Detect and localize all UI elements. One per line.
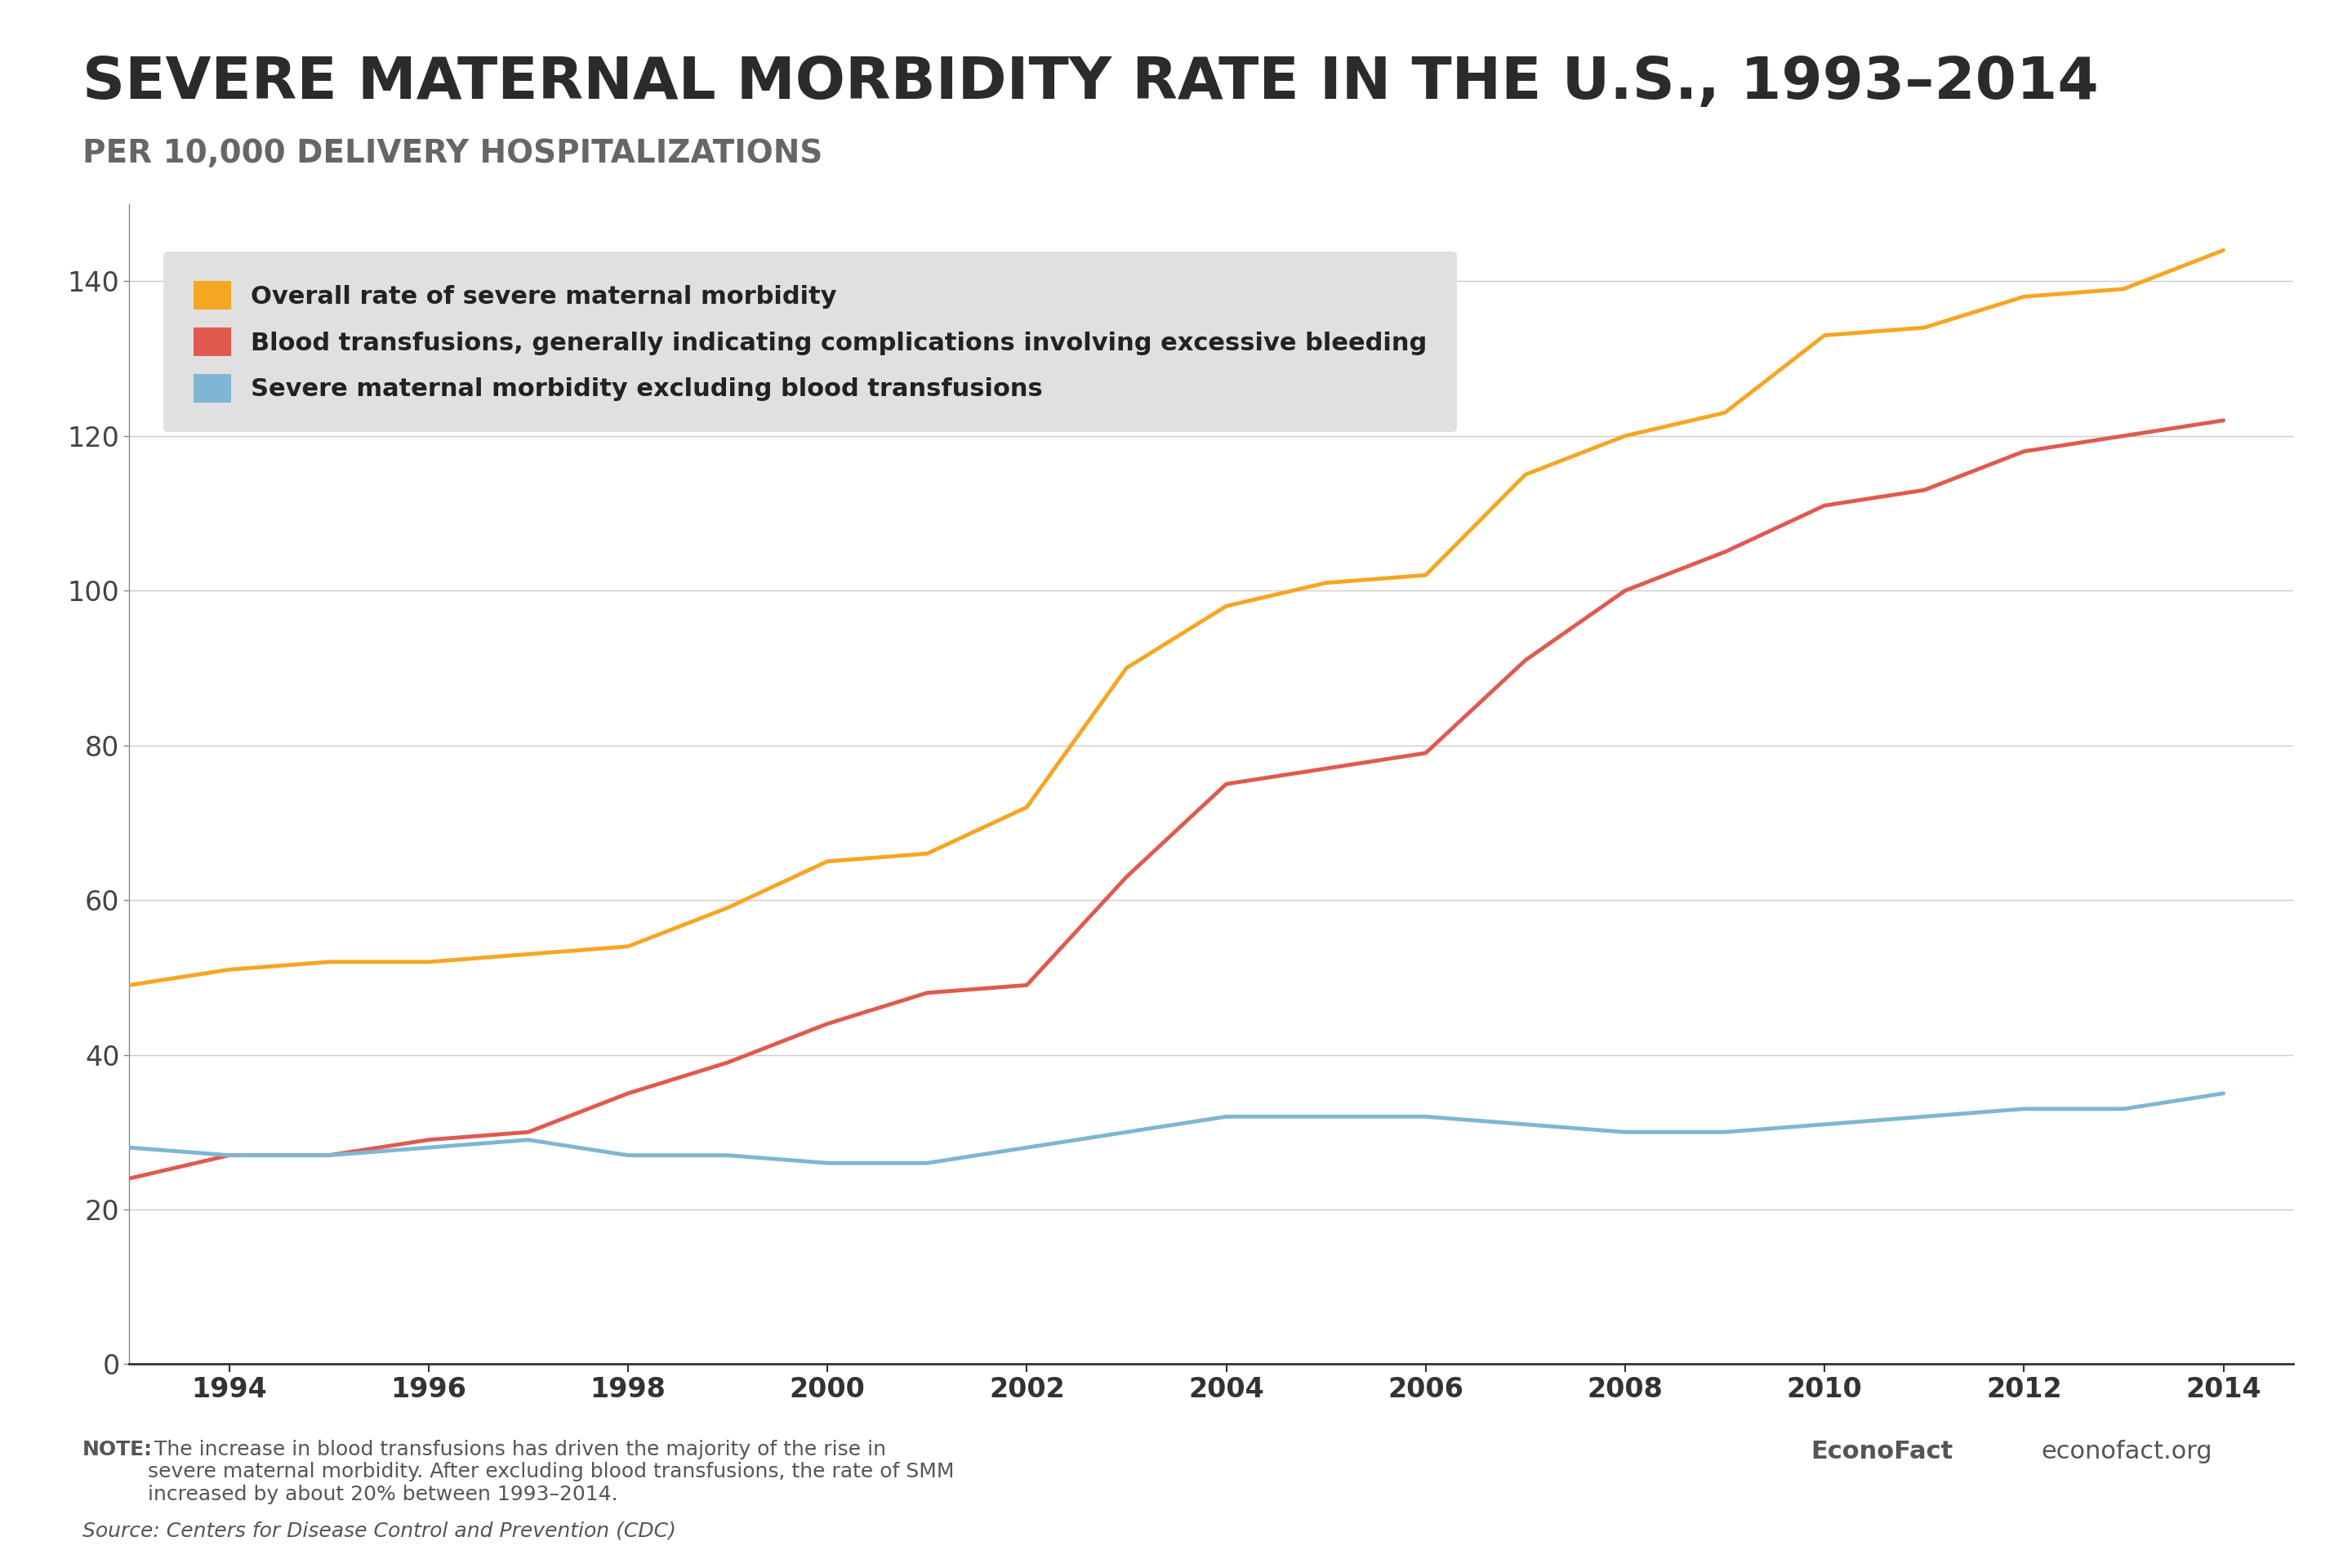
Text: econofact.org: econofact.org	[2042, 1439, 2213, 1463]
Text: EconoFact: EconoFact	[1811, 1439, 1955, 1463]
Text: The increase in blood transfusions has driven the majority of the rise in
severe: The increase in blood transfusions has d…	[148, 1439, 955, 1504]
Legend: Overall rate of severe maternal morbidity, Blood transfusions, generally indicat: Overall rate of severe maternal morbidit…	[165, 251, 1456, 433]
Text: NOTE:: NOTE:	[82, 1439, 153, 1458]
Text: Source: Centers for Disease Control and Prevention (CDC): Source: Centers for Disease Control and …	[82, 1521, 675, 1540]
Text: PER 10,000 DELIVERY HOSPITALIZATIONS: PER 10,000 DELIVERY HOSPITALIZATIONS	[82, 138, 823, 169]
Text: SEVERE MATERNAL MORBIDITY RATE IN THE U.S., 1993–2014: SEVERE MATERNAL MORBIDITY RATE IN THE U.…	[82, 55, 2098, 111]
